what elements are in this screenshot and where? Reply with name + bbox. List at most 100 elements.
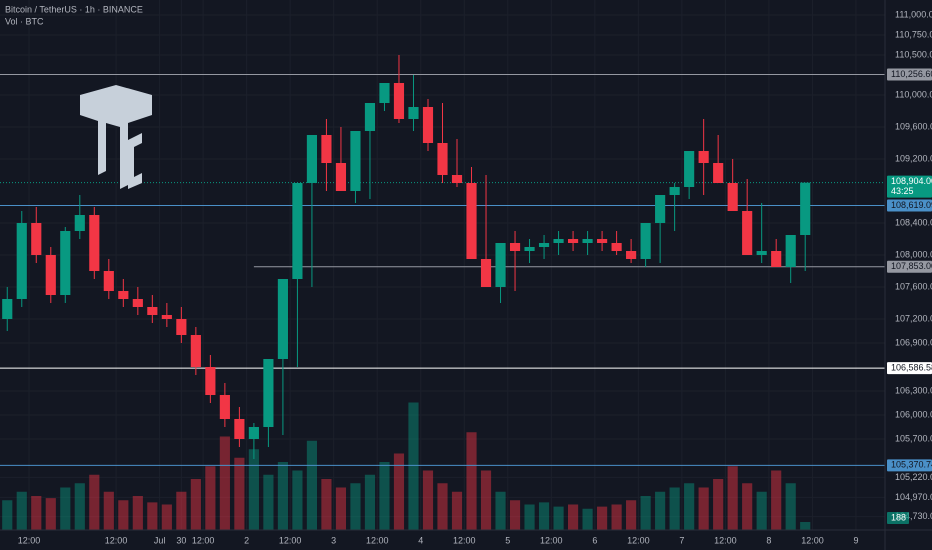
y-tick-label: 106,000.00	[895, 409, 932, 419]
x-tick-label: 30	[176, 535, 186, 545]
candle-body	[2, 299, 13, 319]
y-tick-label: 108,000.00	[895, 249, 932, 259]
candle-body	[379, 83, 390, 103]
volume-bar	[31, 496, 42, 530]
candle-body	[31, 223, 42, 255]
volume-label: 188	[891, 512, 906, 522]
x-tick-label: 12:00	[801, 535, 824, 545]
candle-body	[147, 307, 158, 315]
volume-bar	[321, 479, 332, 530]
volume-bar	[524, 504, 535, 530]
y-tick-label: 104,730.00	[895, 511, 932, 521]
volume-bar	[727, 466, 738, 530]
y-tick-label: 107,600.00	[895, 281, 932, 291]
candle-body	[393, 83, 405, 119]
last-price-box	[887, 175, 932, 198]
volume-bar	[147, 502, 158, 530]
volume-label-box	[887, 512, 909, 524]
x-tick-label: Jul	[154, 535, 166, 545]
chart-title: Bitcoin / TetherUS · 1h · BINANCE	[5, 4, 143, 14]
y-tick-label: 111,000.00	[895, 9, 932, 19]
y-tick-label: 106,900.00	[895, 337, 932, 347]
candle-body	[466, 183, 477, 259]
volume-bar	[684, 483, 695, 530]
candle-body	[771, 251, 782, 267]
y-tick-label: 106,300.00	[895, 385, 932, 395]
x-tick-label: 12:00	[192, 535, 215, 545]
candle-body	[713, 163, 724, 183]
volume-bar	[248, 449, 259, 530]
volume-bar	[2, 500, 13, 530]
y-tick-label: 107,200.00	[895, 313, 932, 323]
x-tick-label: 9	[853, 535, 858, 545]
candle-body	[800, 182, 811, 235]
volume-bar	[379, 462, 390, 530]
volume-bar	[74, 483, 85, 530]
candle-body	[335, 163, 347, 191]
candle-body	[277, 279, 288, 359]
volume-bar	[669, 487, 680, 530]
candle-body	[103, 271, 114, 291]
level-label: 105,370.74	[891, 460, 932, 470]
candle-body	[364, 103, 376, 131]
volume-bar	[118, 500, 129, 530]
volume-bar	[292, 470, 303, 530]
candle-body	[669, 187, 680, 195]
volume-bar	[785, 483, 796, 530]
level-label-box	[887, 199, 932, 212]
volume-bar	[408, 402, 419, 530]
volume-bar	[176, 491, 187, 530]
y-tick-label: 110,500.00	[895, 49, 932, 59]
candle-body	[582, 239, 593, 243]
x-tick-label: 12:00	[279, 535, 302, 545]
level-label: 107,853.00	[891, 261, 932, 271]
candle-body	[785, 235, 796, 267]
volume-bar	[640, 496, 651, 530]
y-tick-label: 104,970.00	[895, 492, 932, 502]
candle-body	[756, 251, 767, 255]
candle-body	[655, 195, 666, 223]
volume-bar	[364, 474, 376, 530]
volume-bar	[219, 436, 230, 530]
volume-bar	[350, 483, 361, 530]
chart-subtitle: Vol · BTC	[5, 16, 44, 26]
candle-body	[437, 143, 448, 175]
candle-body	[292, 183, 303, 279]
y-tick-label: 109,600.00	[895, 121, 932, 131]
x-tick-label: 8	[766, 535, 771, 545]
candle-body	[640, 223, 651, 259]
x-tick-label: 12:00	[627, 535, 650, 545]
volume-bar	[263, 474, 274, 530]
last-price-label: 108,904.00	[891, 176, 932, 186]
candles-layer	[2, 55, 811, 459]
candle-body	[234, 419, 245, 439]
level-label-box	[887, 362, 932, 375]
volume-bar	[190, 479, 201, 530]
candle-body	[684, 151, 695, 187]
candle-body	[45, 255, 56, 295]
candle-body	[480, 259, 492, 287]
grid	[0, 0, 885, 530]
candle-body	[597, 239, 608, 243]
x-tick-label: 2	[244, 535, 249, 545]
candle-body	[626, 251, 637, 259]
candle-body	[495, 243, 506, 287]
candle-body	[742, 211, 753, 255]
volume-bar	[742, 483, 753, 530]
volume-bar	[567, 504, 579, 530]
y-tick-label: 110,000.00	[895, 89, 932, 99]
volume-bar	[655, 491, 666, 530]
x-tick-label: 12:00	[105, 535, 128, 545]
volume-layer	[2, 402, 811, 530]
volume-bar	[582, 508, 593, 530]
volume-bar	[89, 474, 100, 530]
candle-body	[611, 243, 622, 251]
logo-shape	[128, 133, 142, 189]
volume-bar	[451, 491, 463, 530]
volume-bar	[771, 470, 782, 530]
volume-bar	[103, 491, 114, 530]
volume-bar	[306, 440, 318, 530]
candle-body	[248, 427, 259, 439]
x-tick-label: 12:00	[366, 535, 389, 545]
